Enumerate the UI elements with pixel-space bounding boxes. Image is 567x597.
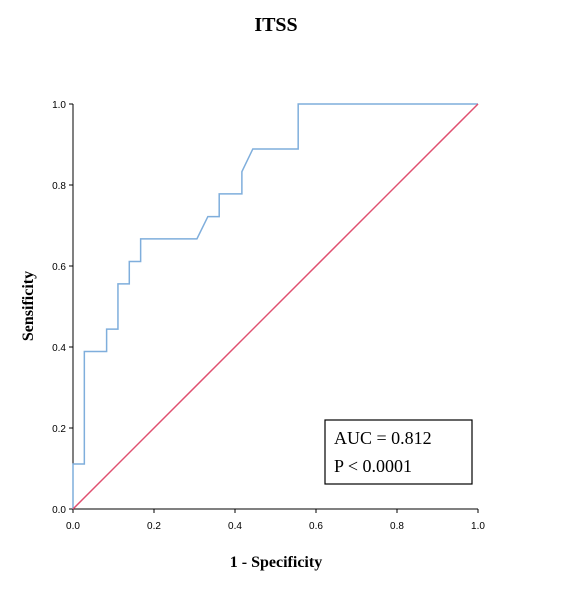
y-axis-label: Sensificity [20,271,37,341]
auc-annotation: AUC = 0.812 [334,428,432,448]
x-tick-label: 1.0 [471,521,485,532]
x-tick-label: 0.4 [228,521,242,532]
y-tick-label: 0.2 [52,424,66,435]
roc-curve-line [72,103,478,509]
y-ticks: 0.0 0.2 0.4 0.6 0.8 1.0 [52,100,73,516]
x-ticks: 0.0 0.2 0.4 0.6 0.8 1.0 [66,509,485,532]
x-tick-label: 0.6 [309,521,323,532]
y-tick-label: 0.6 [52,262,66,273]
x-axis-label: 1 - Specificity [230,554,322,571]
y-tick-label: 0.0 [52,505,66,516]
y-tick-label: 0.4 [52,343,66,354]
reference-diagonal-line [72,103,479,510]
p-value-annotation: P < 0.0001 [334,456,412,476]
x-tick-label: 0.0 [66,521,80,532]
series-layer [72,103,479,510]
x-tick-label: 0.8 [390,521,404,532]
y-tick-label: 1.0 [52,100,66,111]
x-tick-label: 0.2 [147,521,161,532]
annotation-box [324,419,473,485]
y-tick-label: 0.8 [52,181,66,192]
chart-title: ITSS [254,14,297,36]
